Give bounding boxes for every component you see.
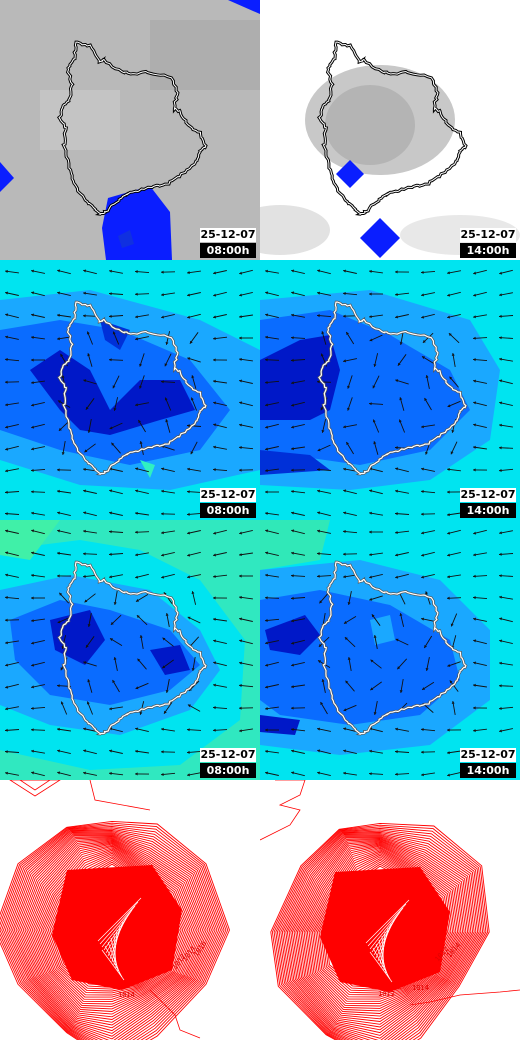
isobar-line [8, 832, 216, 1040]
isobar-label: 1014 [412, 984, 429, 992]
wind-map-svg [0, 260, 260, 520]
isobar-line [20, 838, 204, 1026]
precip-patch [336, 160, 364, 188]
isobar-line [15, 836, 209, 1034]
isobar-label: 1014 [118, 991, 135, 999]
time-label: 14:00h [460, 243, 516, 258]
isobar-map-0800: 1012 1014 1016 1014 [0, 780, 260, 1040]
isobar-line [296, 841, 464, 1025]
isobar-line [283, 834, 477, 1040]
isobar-line [270, 822, 490, 1040]
isobar-line [10, 833, 214, 1040]
isobar-line [290, 838, 470, 1036]
isobar-line [0, 824, 227, 1040]
isobar-line [24, 840, 200, 1020]
time-label: 08:00h [200, 763, 256, 778]
timestamp: 25-12-07 08:00h [200, 228, 256, 258]
isobar-line [19, 837, 205, 1029]
date-label: 25-12-07 [200, 748, 256, 762]
cloud-map-0800: 25-12-07 08:00h [0, 0, 260, 260]
isobar-line [271, 824, 489, 1040]
timestamp: 25-12-07 08:00h [200, 748, 256, 778]
isobar-line [293, 839, 467, 1031]
date-label: 25-12-07 [460, 228, 516, 242]
isobar-line [280, 831, 480, 1040]
isobar-line [273, 826, 487, 1040]
wind-map-b-1400: 25-12-07 14:00h [260, 520, 520, 780]
isobar-line [281, 833, 479, 1040]
isobar-line [298, 842, 462, 1022]
isobar-line [3, 828, 221, 1040]
time-label: 14:00h [460, 763, 516, 778]
isobar-line [300, 843, 460, 1020]
wind-map-svg [260, 520, 520, 780]
isobar-line [26, 841, 198, 1018]
isobar-line [22, 839, 202, 1023]
precip-patch [0, 162, 14, 192]
isobar-line [28, 842, 196, 1015]
isobar-line [0, 820, 230, 1040]
timestamp: 25-12-07 14:00h [460, 488, 516, 518]
isobar-lines [270, 822, 490, 1040]
wind-map-svg [0, 520, 260, 780]
isobar-map-1400: 1012 1014 1014 1012 [260, 780, 520, 1040]
isobar-line [275, 827, 485, 1040]
time-label: 08:00h [200, 503, 256, 518]
cloud-map-svg [260, 0, 520, 260]
isobar-line [0, 825, 225, 1040]
time-label: 08:00h [200, 243, 256, 258]
isobar-label: 1012 [378, 990, 395, 998]
date-label: 25-12-07 [460, 748, 516, 762]
timestamp: 25-12-07 08:00h [200, 488, 256, 518]
isobar-line [291, 838, 469, 1034]
wind-vectors [4, 529, 254, 777]
date-label: 25-12-07 [460, 488, 516, 502]
isobar-line [288, 837, 472, 1039]
date-label: 25-12-07 [200, 228, 256, 242]
precip-patch [102, 186, 172, 260]
precip-patch [360, 218, 400, 258]
isobar-line [12, 834, 212, 1040]
isobar-line [29, 843, 195, 1012]
timestamp: 25-12-07 14:00h [460, 748, 516, 778]
timestamp: 25-12-07 14:00h [460, 228, 516, 258]
isobar-line [303, 845, 457, 1014]
cloud-map-svg [0, 0, 260, 260]
isobar-line [278, 830, 482, 1040]
isobar-line [276, 829, 484, 1040]
isobar-line [13, 835, 211, 1037]
isobar-map-svg: 1012 1014 1014 1012 [260, 780, 520, 1040]
precip-patch [228, 0, 260, 14]
wind-vectors [264, 269, 514, 517]
isobar-line [285, 835, 475, 1040]
cloud-map-1400: 25-12-07 14:00h [260, 0, 520, 260]
isobar-core [320, 867, 450, 992]
isobar-map-svg: 1012 1014 1016 1014 [0, 780, 260, 1040]
isobar-line [1, 827, 223, 1040]
wind-map-svg [260, 260, 520, 520]
isobar-line [301, 844, 459, 1017]
isobar-line [4, 829, 220, 1040]
isobar-line [6, 831, 218, 1040]
time-label: 14:00h [460, 503, 516, 518]
isobar-core [52, 865, 182, 990]
isobar-lines [0, 820, 230, 1040]
isobar-line [0, 822, 229, 1040]
wind-map-a-0800: 25-12-07 08:00h [0, 260, 260, 520]
date-label: 25-12-07 [200, 488, 256, 502]
wind-map-b-0800: 25-12-07 08:00h [0, 520, 260, 780]
isobar-line [286, 836, 474, 1040]
wind-map-a-1400: 25-12-07 14:00h [260, 260, 520, 520]
isobar-line [17, 836, 207, 1032]
